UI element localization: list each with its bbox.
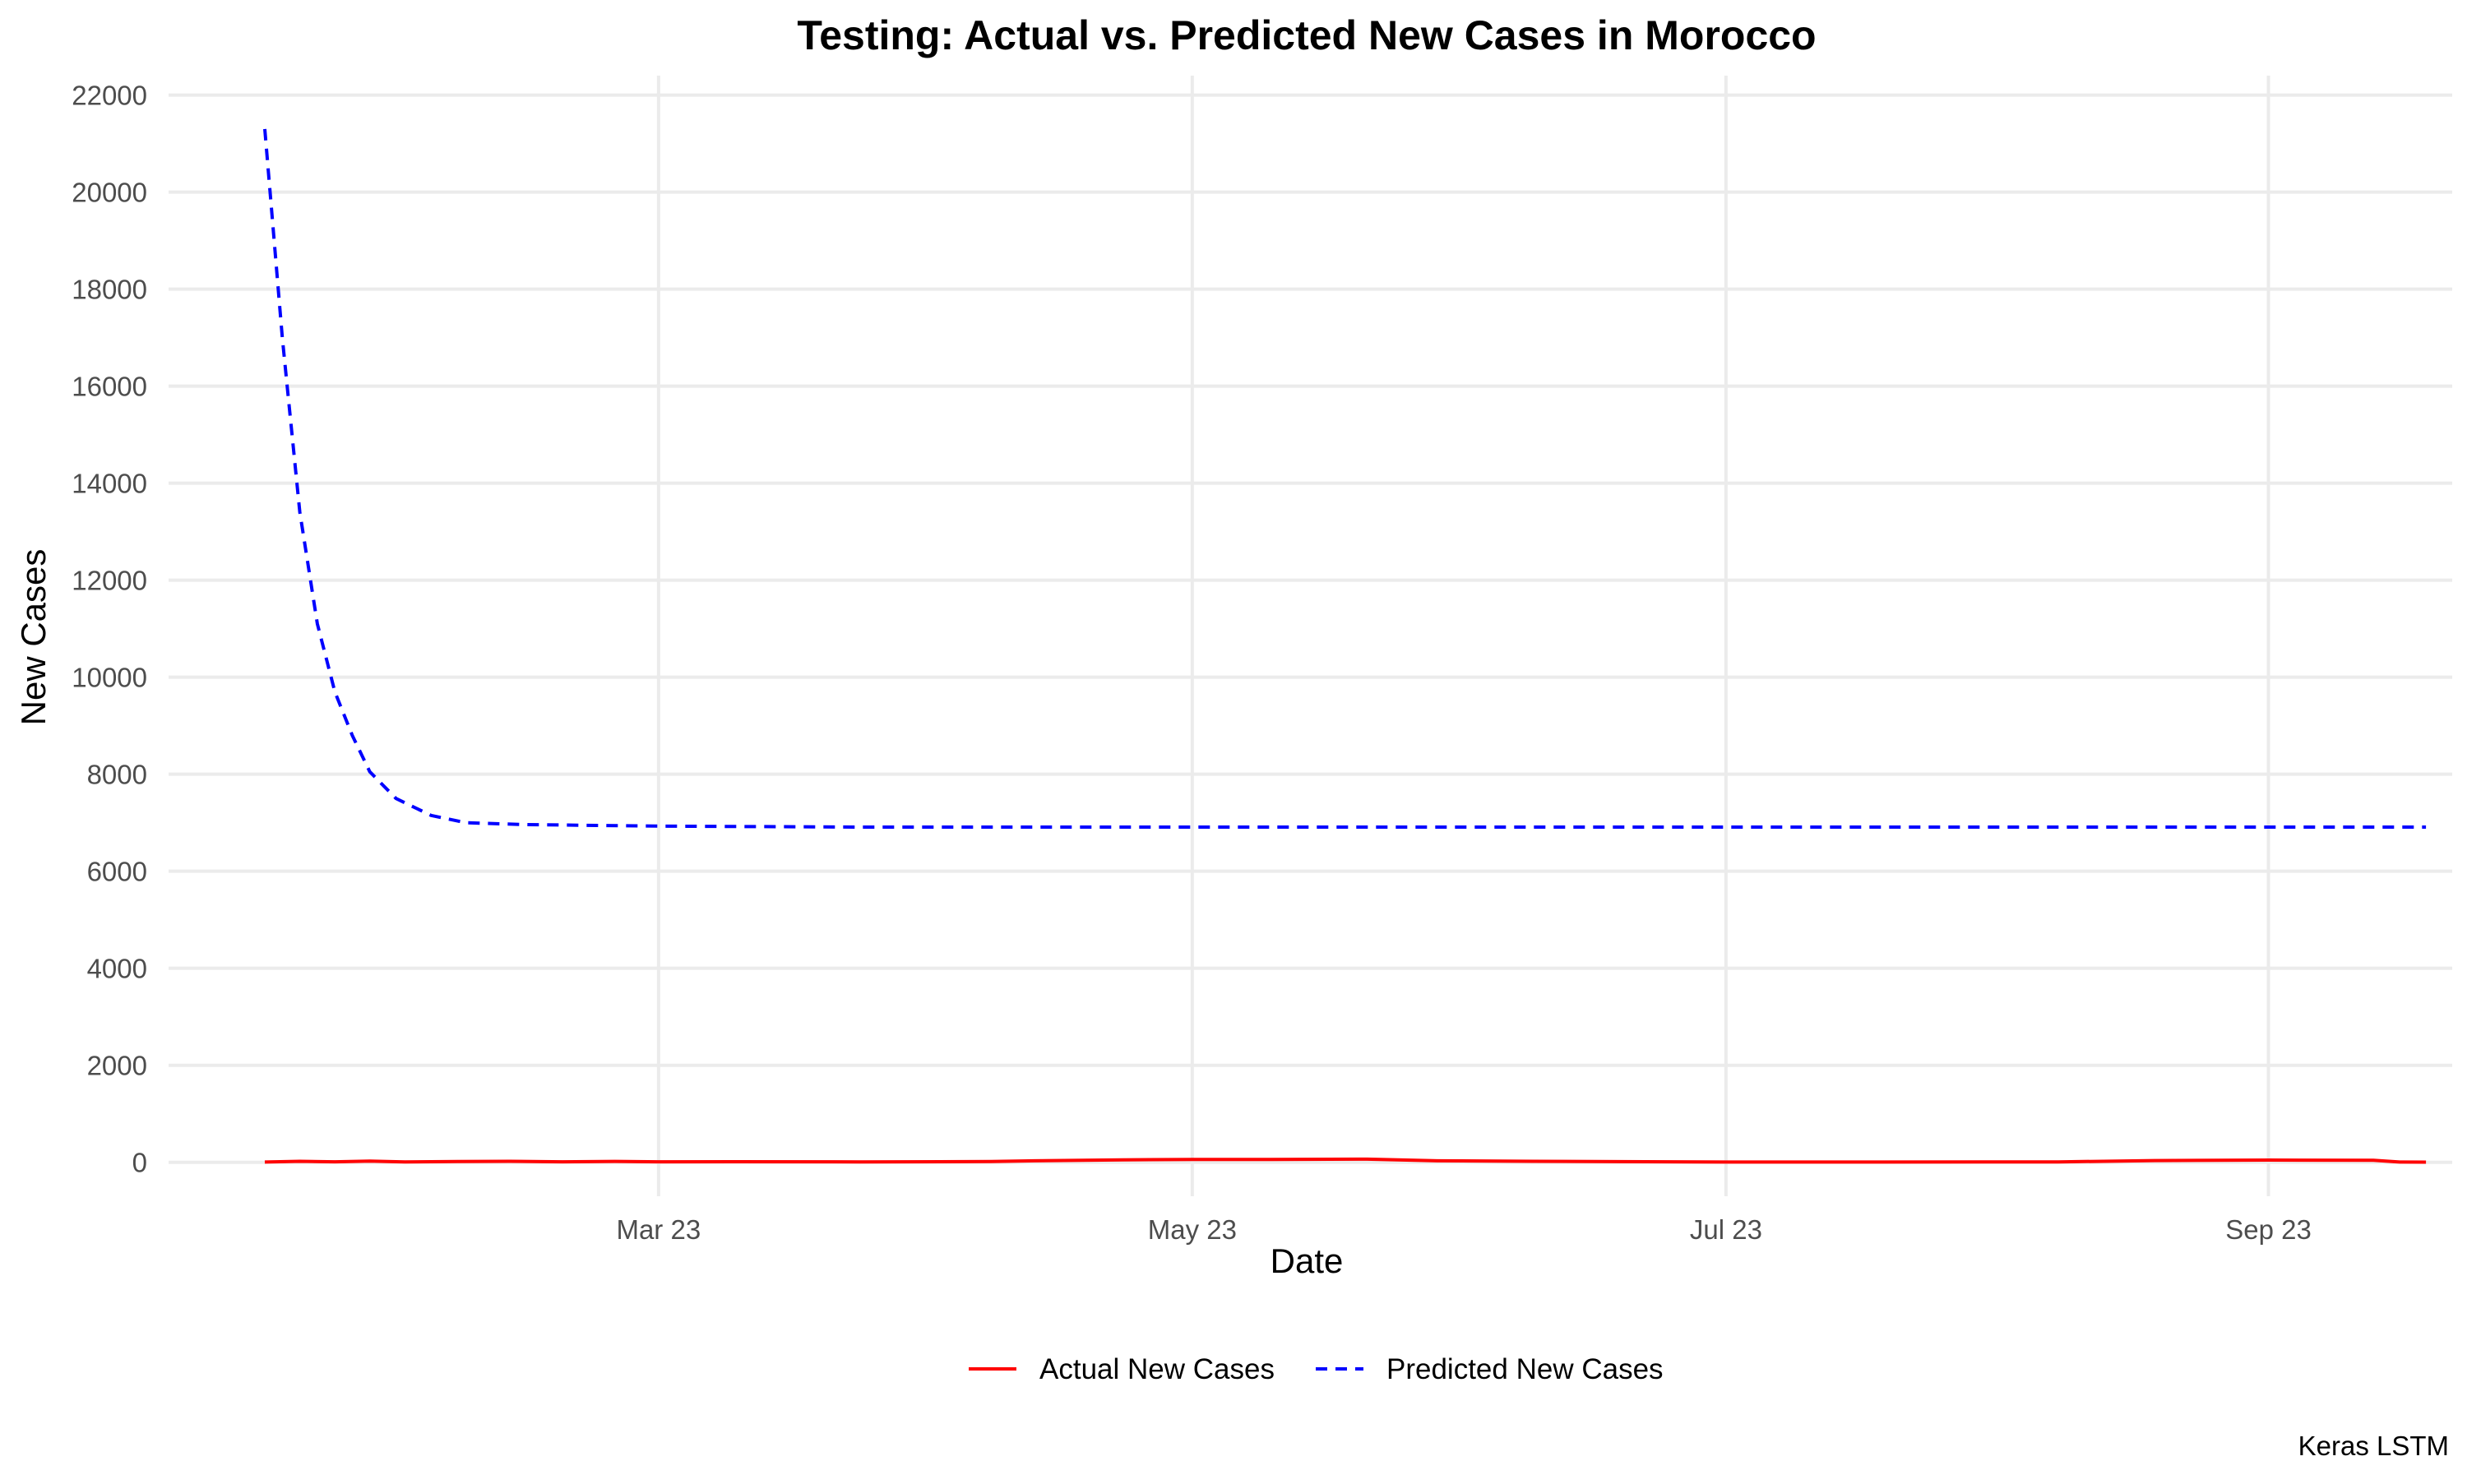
x-tick-label: Jul 23 <box>1690 1214 1762 1245</box>
x-tick-label: Sep 23 <box>2225 1214 2312 1245</box>
legend: Actual New Cases Predicted New Cases <box>969 1353 1664 1385</box>
series-layer <box>263 128 2427 1164</box>
y-tick-label: 0 <box>132 1148 147 1178</box>
y-tick-label: 16000 <box>72 372 147 402</box>
y-tick-label: 18000 <box>72 275 147 305</box>
x-axis-title: Date <box>1271 1241 1344 1280</box>
y-tick-label: 2000 <box>87 1051 147 1081</box>
y-tick-label: 14000 <box>72 469 147 499</box>
x-tick-label: May 23 <box>1148 1214 1237 1245</box>
y-tick-label: 20000 <box>72 178 147 208</box>
actual-new-cases-line <box>264 1157 2427 1164</box>
chart-title: Testing: Actual vs. Predicted New Cases … <box>797 12 1816 58</box>
y-axis-title: New Cases <box>14 549 53 726</box>
y-tick-label: 12000 <box>72 566 147 596</box>
y-tick-label: 4000 <box>87 954 147 984</box>
predicted-new-cases-line <box>263 128 2427 829</box>
x-tick-label: Mar 23 <box>616 1214 701 1245</box>
y-tick-label: 6000 <box>87 857 147 887</box>
y-tick-label: 8000 <box>87 760 147 790</box>
y-tick-label: 10000 <box>72 663 147 693</box>
x-tick-labels: Mar 23 May 23 Jul 23 Sep 23 <box>616 1214 2311 1245</box>
y-tick-label: 22000 <box>72 81 147 111</box>
grid-layer <box>169 76 2452 1196</box>
chart-caption: Keras LSTM <box>2298 1431 2449 1461</box>
legend-label-predicted-new-cases: Predicted New Cases <box>1386 1353 1664 1385</box>
y-tick-labels: 0 2000 4000 6000 8000 10000 12000 14000 16000 180… <box>72 81 147 1178</box>
legend-label-actual-new-cases: Actual New Cases <box>1039 1353 1275 1385</box>
